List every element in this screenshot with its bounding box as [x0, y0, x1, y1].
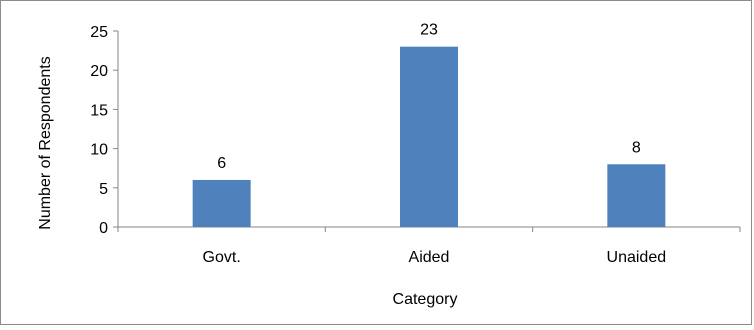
bar-govt	[192, 179, 251, 227]
x-axis-title: Category	[393, 291, 458, 308]
y-tick-label: 5	[99, 181, 108, 198]
category-label: Aided	[409, 249, 450, 266]
data-label: 6	[217, 155, 226, 172]
bar-unaided	[607, 164, 666, 227]
y-axis-title: Number of Respondents	[37, 56, 54, 229]
bar-aided	[400, 46, 458, 228]
data-label: 23	[420, 22, 438, 39]
y-tick-label: 10	[90, 142, 108, 159]
y-tick-label: 25	[90, 24, 108, 41]
category-label: Unaided	[607, 249, 667, 266]
bars	[192, 46, 666, 228]
y-tick-label: 20	[90, 63, 108, 80]
y-tick-label: 0	[99, 220, 108, 237]
category-label: Govt.	[203, 249, 241, 266]
data-label: 8	[632, 139, 641, 156]
labels: 6 Govt. 23 Aided 8 Unaided	[203, 22, 667, 266]
y-tick-label: 15	[90, 102, 108, 119]
